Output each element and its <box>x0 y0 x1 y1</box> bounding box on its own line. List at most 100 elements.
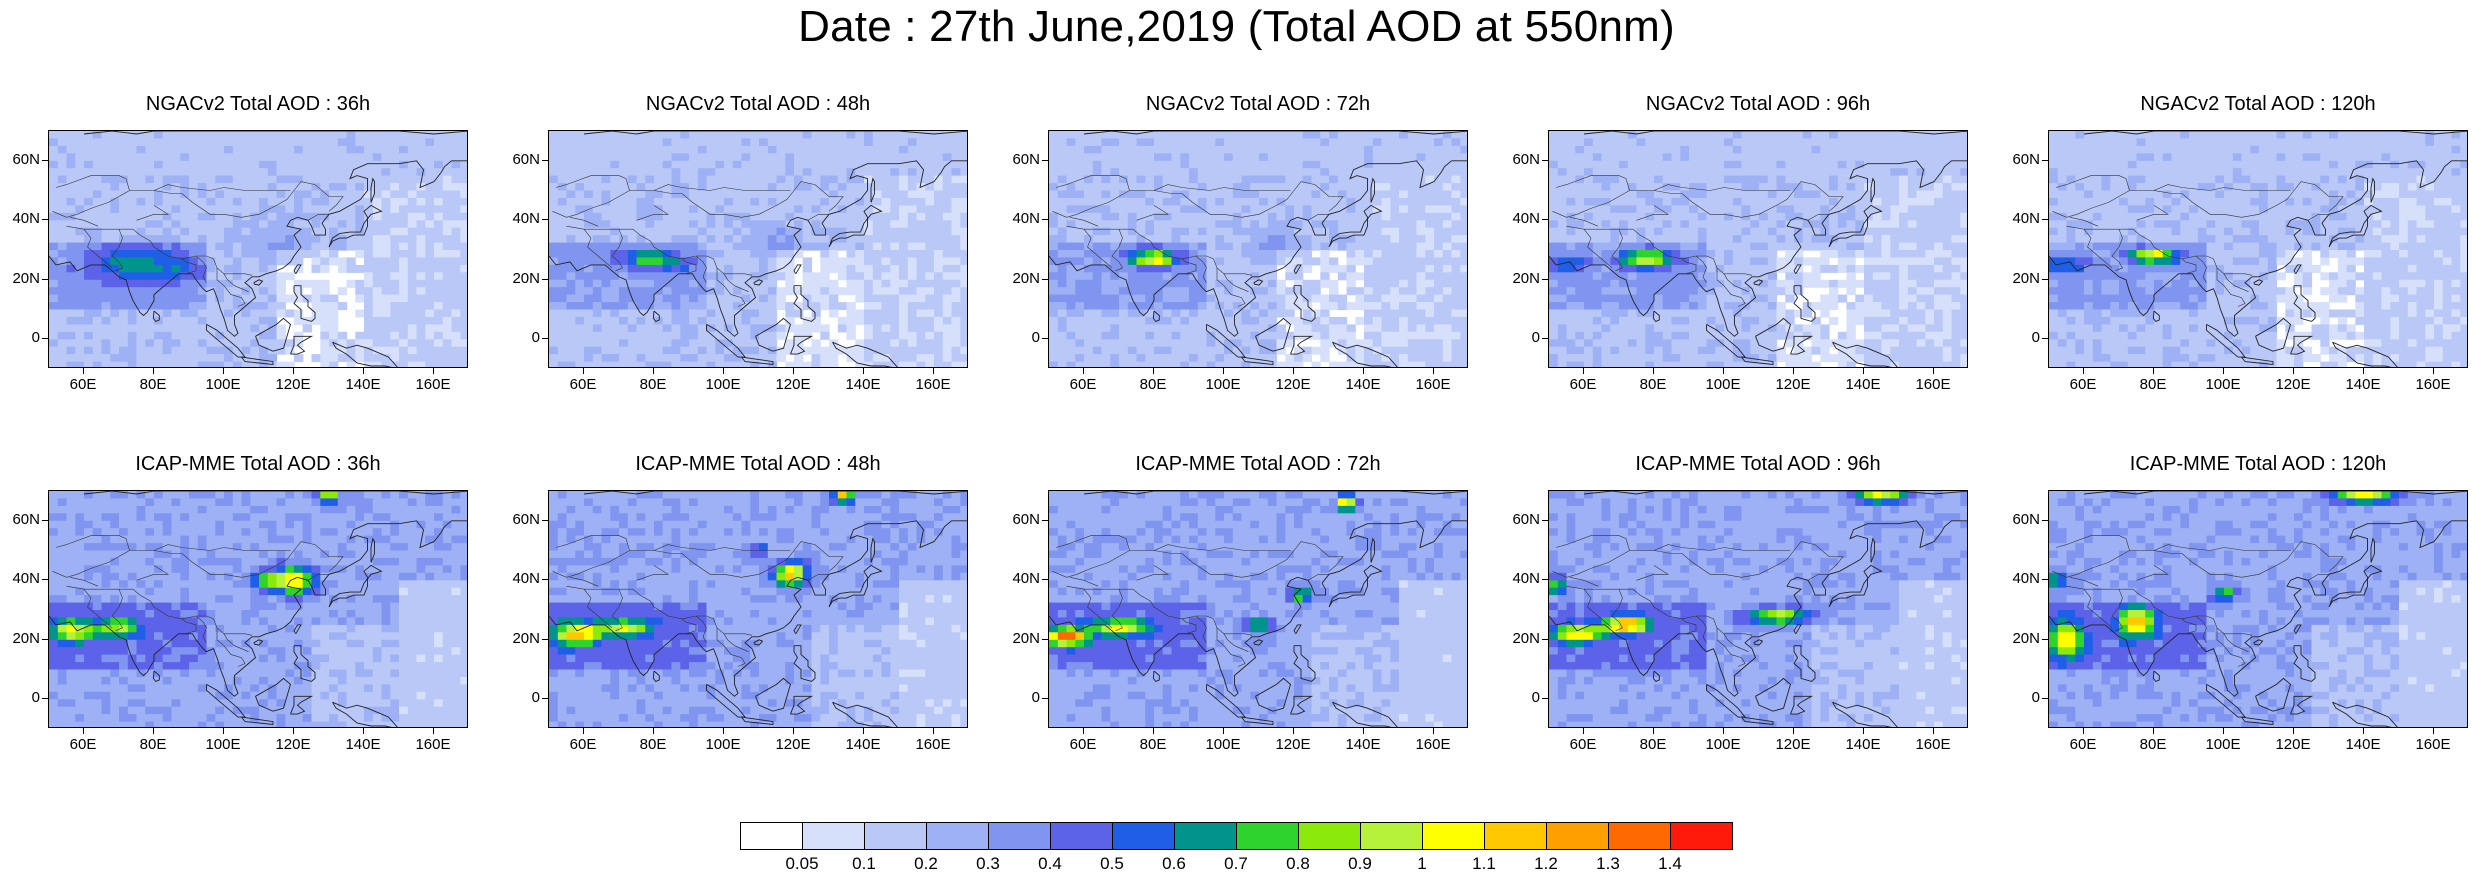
country-border <box>1636 565 1670 581</box>
coastline <box>793 264 802 275</box>
longitude-tick <box>723 728 724 734</box>
map-panel: ICAP-MME Total AOD : 96h 60N 40N 20N 0 60E 80E… <box>1512 452 1968 756</box>
country-border <box>1307 574 1329 581</box>
coastline <box>1370 177 1375 203</box>
country-border <box>2181 618 2197 635</box>
country-border <box>1569 577 1599 587</box>
latitude-label: 60N <box>2012 510 2040 528</box>
longitude-tick <box>433 368 434 374</box>
latitude-label: 60N <box>1012 150 1040 168</box>
longitude-label: 160E <box>2415 376 2451 393</box>
latitude-tick <box>1542 159 1548 161</box>
country-border <box>1069 577 1099 587</box>
coastline <box>2255 677 2292 712</box>
colorbar-swatch <box>926 822 989 850</box>
coastline <box>753 639 764 646</box>
coastline <box>2370 177 2375 203</box>
latitude-label: 0 <box>531 329 540 347</box>
aod-field-svg <box>1549 131 1967 367</box>
country-border <box>66 585 253 636</box>
country-border <box>1066 585 1253 636</box>
longitude-label: 140E <box>845 376 881 393</box>
latitude-tick <box>1042 219 1048 221</box>
country-border <box>653 184 791 191</box>
coastline <box>241 356 274 366</box>
longitude-label: 140E <box>1845 376 1881 393</box>
colorbar-swatch <box>1484 822 1547 850</box>
coastline <box>2332 701 2398 727</box>
coastline <box>1753 639 1764 646</box>
coastline <box>2293 624 2302 635</box>
country-border <box>653 544 791 551</box>
country-border <box>1611 229 1623 272</box>
country-border <box>611 589 623 632</box>
longitude-label: 80E <box>1139 376 1167 393</box>
country-border <box>1069 217 1099 227</box>
latitude-label: 20N <box>2012 269 2040 287</box>
longitude-label: 100E <box>1705 376 1741 393</box>
coastline <box>293 264 302 275</box>
coastline <box>2293 645 2316 682</box>
colorbar-swatch <box>1112 822 1175 850</box>
longitude-label: 100E <box>1705 736 1741 753</box>
coastline <box>2293 264 2302 275</box>
aod-field-svg <box>49 491 467 727</box>
longitude-label: 120E <box>1775 736 1811 753</box>
country-border <box>1681 618 1697 635</box>
longitude-label: 100E <box>205 376 241 393</box>
latitude-tick <box>1042 698 1048 700</box>
latitude-tick <box>542 219 548 221</box>
coastline <box>83 491 467 495</box>
colorbar-label: 0.9 <box>1348 854 1372 873</box>
latitude-tick <box>1042 278 1048 280</box>
country-border <box>2216 627 2246 667</box>
country-border <box>111 589 123 632</box>
latitude-label: 0 <box>31 329 40 347</box>
coastline <box>1255 677 1292 712</box>
colorbar-label: 0.8 <box>1286 854 1310 873</box>
panel-title: ICAP-MME Total AOD : 120h <box>2129 453 2387 475</box>
longitude-tick <box>1933 368 1934 374</box>
longitude-label: 80E <box>1139 736 1167 753</box>
country-border <box>1653 184 1791 191</box>
longitude-tick <box>653 728 654 734</box>
longitude-tick <box>2083 728 2084 734</box>
country-border <box>1636 205 1670 221</box>
coastline <box>1583 131 1967 135</box>
latitude-tick <box>542 338 548 340</box>
country-border <box>69 577 99 587</box>
longitude-tick <box>653 368 654 374</box>
coastline <box>706 684 746 718</box>
country-border <box>716 627 746 667</box>
country-border <box>552 181 844 218</box>
coastline <box>1793 285 1816 322</box>
country-border <box>216 267 246 307</box>
longitude-tick <box>863 368 864 374</box>
coastline <box>152 310 160 322</box>
longitude-tick <box>1723 728 1724 734</box>
latitude-tick <box>1042 579 1048 581</box>
country-border <box>583 589 613 629</box>
country-border <box>1136 565 1170 581</box>
longitude-label: 160E <box>1915 736 1951 753</box>
latitude-label: 40N <box>1012 210 1040 228</box>
country-border <box>2052 181 2344 218</box>
coastline <box>652 310 660 322</box>
longitude-tick <box>1433 368 1434 374</box>
colorbar-swatch <box>1174 822 1237 850</box>
longitude-tick <box>83 368 84 374</box>
coastline <box>828 204 883 248</box>
colorbar-label: 1.1 <box>1472 854 1496 873</box>
map-panel: NGACv2 Total AOD : 120h 60N 40N 20N 0 60E 80E 1… <box>2012 92 2468 396</box>
country-border <box>1555 535 1630 551</box>
longitude-label: 140E <box>1345 736 1381 753</box>
coastline <box>1293 645 1316 682</box>
longitude-label: 100E <box>2205 736 2241 753</box>
country-border <box>83 589 113 629</box>
country-border <box>723 633 749 652</box>
colorbar-label: 0.4 <box>1038 854 1062 873</box>
latitude-label: 60N <box>1012 510 1040 528</box>
longitude-label: 60E <box>1069 736 1097 753</box>
latitude-label: 40N <box>1512 210 1540 228</box>
coastline <box>1549 520 1967 697</box>
